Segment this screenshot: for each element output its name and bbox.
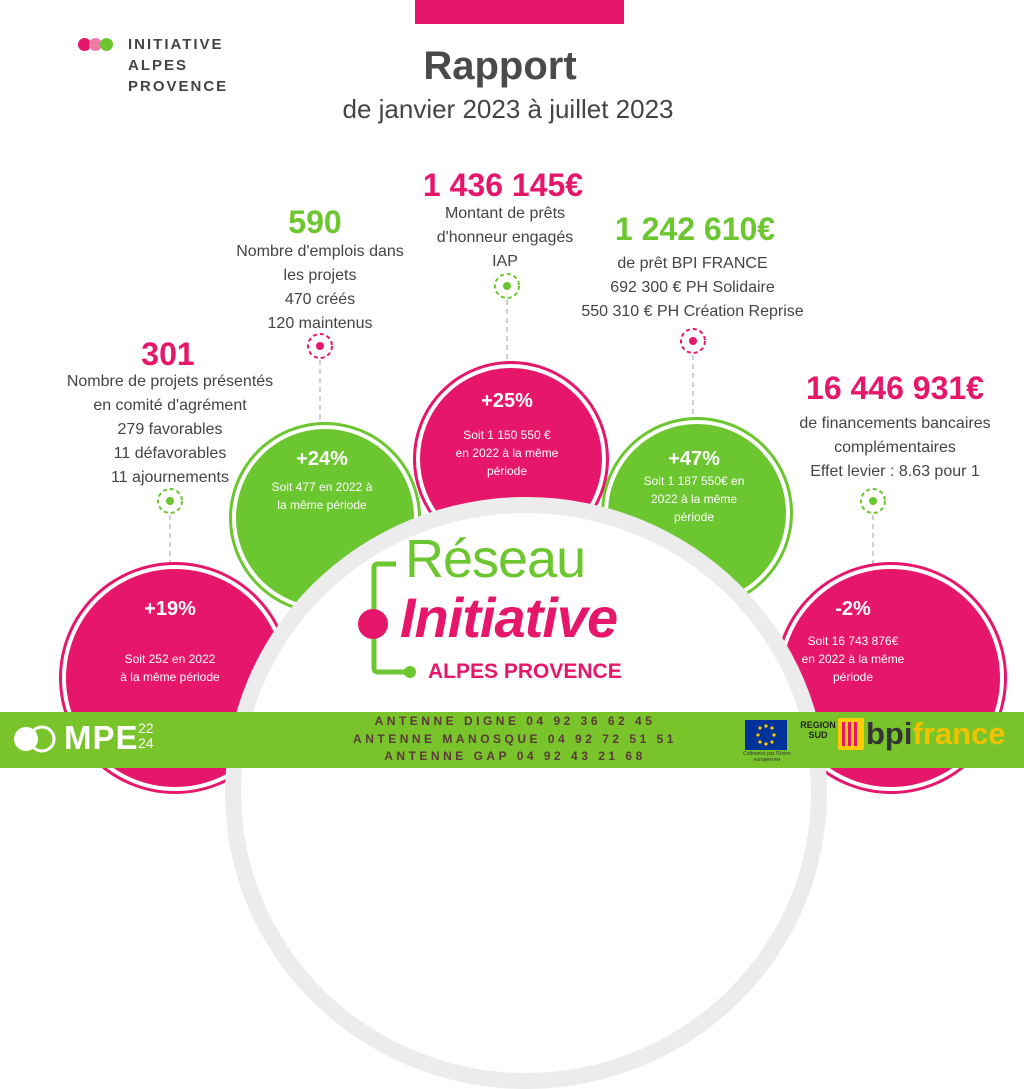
stat-change: +19%: [144, 598, 196, 620]
target-icon: [494, 273, 520, 299]
stat-description: Montant de prêts d'honneur engagés IAP: [436, 205, 574, 270]
top-accent-bar: [415, 0, 624, 24]
stat-comparison: Soit 1 187 550€ en 2022 à la même période: [643, 474, 745, 524]
stat-description: de prêt BPI FRANCE 692 300 € PH Solidaire…: [581, 255, 804, 320]
stat-change: +25%: [481, 390, 533, 412]
stat-comparison: Soit 1 150 550 € en 2022 à la même période: [455, 428, 559, 478]
stat-change: -2%: [835, 598, 871, 620]
stat-description: de financements bancaires complémentaires…: [799, 415, 991, 480]
logo-line-initiative: Initiative: [400, 586, 618, 649]
bpifrance-logo: bpifrance: [866, 716, 1006, 751]
mpe-rings-icon: [14, 725, 56, 753]
reseau-logo-mark: [358, 561, 416, 678]
target-icon: [307, 333, 333, 359]
logo-line-reseau: Réseau: [405, 529, 586, 589]
stat-description: Nombre d'emplois dans les projets 470 créé…: [236, 243, 404, 332]
mpe-years: 22 24: [138, 720, 154, 751]
target-icon: [680, 328, 706, 354]
region-sud-logo: REGION SUD: [800, 720, 836, 740]
eu-caption: Cofinancé par l'Union européenne: [743, 751, 791, 763]
phone-manosque: ANTENNE MANOSQUE 04 92 72 51 51: [353, 732, 677, 746]
stat-comparison: Soit 16 743 876€ en 2022 à la même période: [801, 634, 905, 684]
stat-value: 301: [141, 336, 195, 372]
logo-dot-pink-icon: [78, 38, 91, 51]
stat-comparison: Soit 477 en 2022 à la même période: [271, 480, 373, 512]
stat-value: 1 242 610€: [614, 211, 776, 247]
logo-dot-light-icon: [89, 38, 102, 51]
stat-description: Nombre de projets présentés en comité d'a…: [66, 373, 274, 486]
phone-gap: ANTENNE GAP 04 92 43 21 68: [384, 749, 646, 763]
phone-digne: ANTENNE DIGNE 04 92 36 62 45: [374, 714, 656, 728]
org-name: INITIATIVE ALPES PROVENCE: [128, 36, 229, 95]
stat-comparison: Soit 252 en 2022 à la même période: [120, 652, 220, 684]
department-shield-icon: [838, 718, 864, 750]
stat-change: +24%: [296, 448, 348, 470]
logo-line-region: ALPES PROVENCE: [428, 660, 622, 683]
stat-value: 16 446 931€: [806, 370, 984, 406]
page-title: Rapport: [423, 44, 577, 88]
stat-value: 590: [288, 204, 342, 240]
stat-value: 1 436 145€: [422, 167, 584, 203]
logo-dot-green-icon: [100, 38, 113, 51]
eu-flag-icon: [745, 720, 787, 750]
stat-change: +47%: [668, 448, 720, 470]
target-icon: [157, 488, 183, 514]
connectors: [157, 273, 886, 590]
target-icon: [860, 488, 886, 514]
mpe-text: MPE: [64, 719, 139, 756]
page-subtitle: de janvier 2023 à juillet 2023: [342, 94, 674, 124]
